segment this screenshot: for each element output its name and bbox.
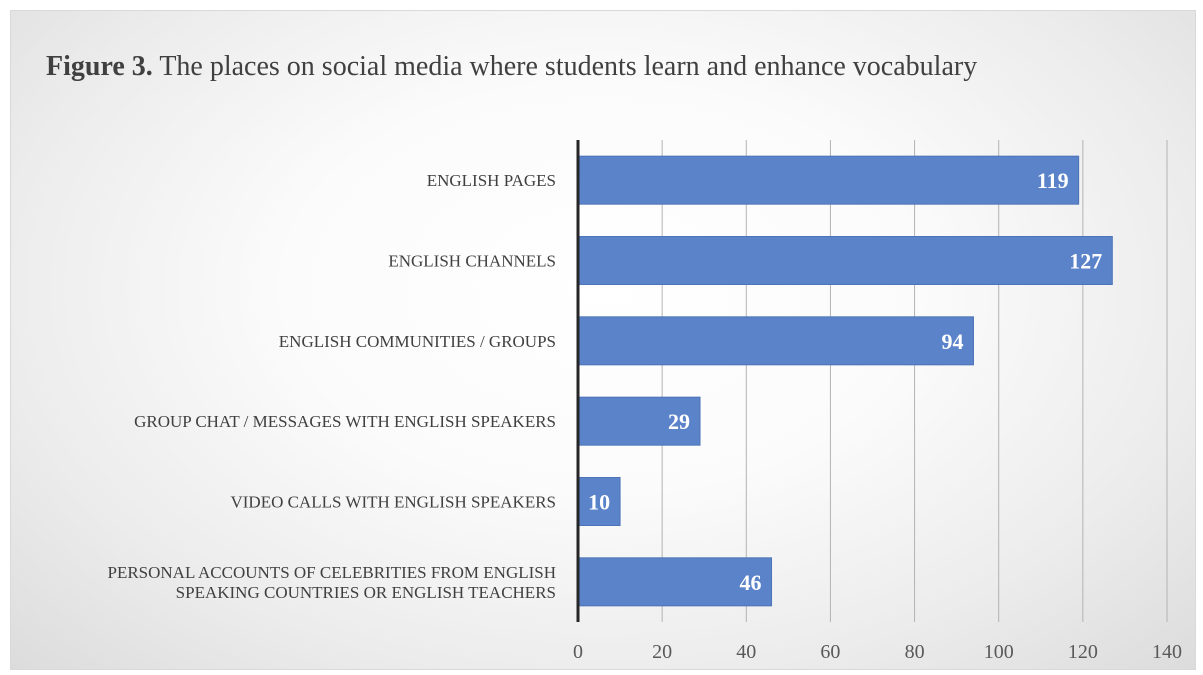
category-label: VIDEO CALLS WITH ENGLISH SPEAKERS (230, 493, 556, 512)
bar (577, 396, 701, 446)
data-label: 46 (740, 570, 762, 595)
chart-title-text: The places on social media where student… (159, 51, 978, 82)
category-labels: ENGLISH PAGES ENGLISH CHANNELS ENGLISH COM… (108, 171, 557, 602)
x-tick-label: 20 (652, 641, 672, 663)
x-tick-label: 40 (736, 641, 756, 663)
bar (577, 155, 1080, 205)
x-tick-label: 60 (820, 641, 840, 663)
data-label: 10 (588, 490, 610, 515)
category-label: ENGLISH PAGES (427, 171, 556, 190)
category-label: PERSONAL ACCOUNTS OF CELEBRITIES FROM EN… (108, 563, 557, 582)
data-labels: 119 127 94 29 10 46 (588, 168, 1102, 595)
chart-title: Figure 3. The places on social media whe… (46, 49, 996, 85)
x-tick-labels: 0 20 40 60 80 100 120 140 (573, 641, 1182, 663)
x-tick-label: 0 (573, 641, 583, 663)
category-label: GROUP CHAT / MESSAGES WITH ENGLISH SPEAK… (134, 412, 556, 431)
figure-number: Figure 3. (46, 51, 153, 82)
category-label: ENGLISH CHANNELS (388, 252, 556, 271)
category-label: SPEAKING COUNTRIES OR ENGLISH TEACHERS (176, 583, 556, 602)
bars (577, 155, 1113, 607)
bar (577, 316, 974, 366)
x-tick-label: 100 (984, 641, 1014, 663)
x-tick-label: 140 (1152, 641, 1182, 663)
x-tick-label: 80 (905, 641, 925, 663)
x-tick-label: 120 (1068, 641, 1098, 663)
data-label: 119 (1037, 168, 1069, 193)
data-label: 127 (1069, 249, 1102, 274)
data-label: 29 (668, 409, 690, 434)
bar (577, 557, 773, 607)
gridlines (661, 140, 1168, 622)
data-label: 94 (941, 329, 963, 354)
bar (577, 236, 1113, 285)
category-label: ENGLISH COMMUNITIES / GROUPS (279, 332, 556, 351)
